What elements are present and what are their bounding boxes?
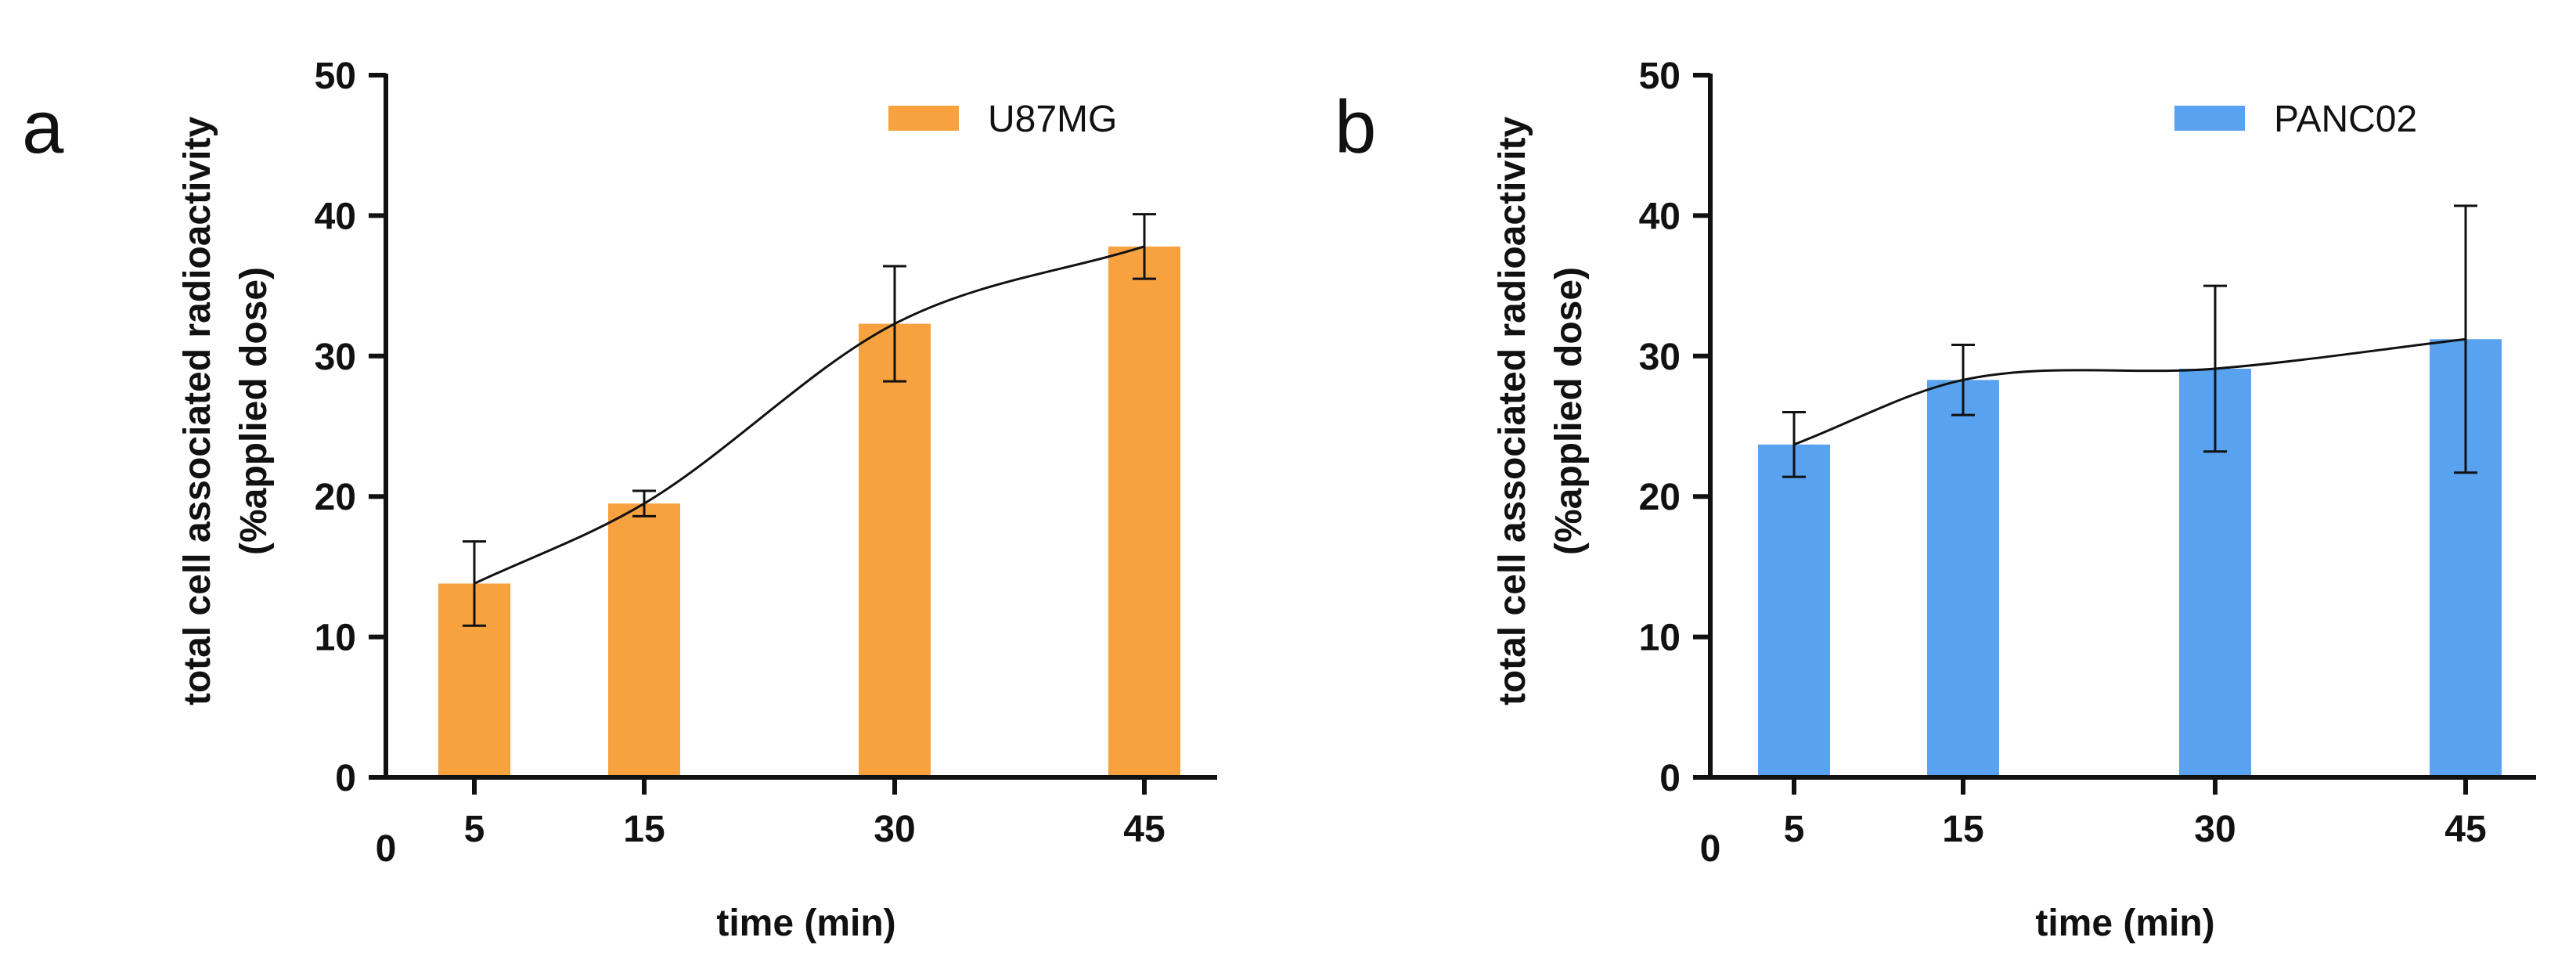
x-origin-label: 0 — [1700, 828, 1721, 870]
y-tick-label-10: 10 — [315, 618, 356, 659]
y-tick-label-0: 0 — [1659, 758, 1681, 799]
panel-a: a total cell associated radioactivity (%… — [22, 56, 1217, 944]
y-tick-label-50: 50 — [315, 56, 356, 97]
y-tick-label-20: 20 — [315, 477, 356, 518]
panel-b: b total cell associated radioactivity (%… — [1335, 56, 2536, 944]
x-tick-label-15: 15 — [623, 809, 665, 850]
fit-curve — [474, 245, 1145, 585]
x-tick-label-5: 5 — [1784, 809, 1805, 850]
legend-a: U87MG — [888, 99, 1117, 140]
legend-swatch — [2174, 106, 2245, 131]
fit-curve — [1793, 337, 2466, 446]
x-axis-label: time (min) — [716, 903, 895, 944]
legend-swatch — [888, 106, 959, 131]
bar-15 — [608, 503, 680, 777]
x-axis-label: time (min) — [2035, 903, 2214, 944]
y-tick-label-10: 10 — [1639, 618, 1681, 659]
y-axis-label-b: total cell associated radioactivity (%ap… — [1492, 117, 1590, 706]
y-tick-label-30: 30 — [1639, 337, 1681, 378]
bar-15 — [1927, 380, 1999, 777]
x-tick-label-15: 15 — [1942, 809, 1983, 850]
panel-letter-b: b — [1335, 85, 1376, 169]
bar-5 — [1758, 444, 1830, 777]
x-tick-label-30: 30 — [2194, 809, 2236, 850]
x-tick-label-5: 5 — [464, 809, 485, 850]
legend-label: PANC02 — [2274, 99, 2417, 140]
x-origin-label: 0 — [376, 828, 397, 870]
x-tick-label-45: 45 — [1123, 809, 1165, 850]
y-axis-label-line1: total cell associated radioactivity — [177, 117, 218, 706]
y-tick-label-50: 50 — [1639, 56, 1681, 97]
y-axis-label-line2: (%applied dose) — [1548, 267, 1590, 555]
y-tick-label-0: 0 — [335, 758, 356, 799]
panel-letter-a: a — [22, 85, 64, 169]
x-tick-label-30: 30 — [874, 809, 915, 850]
error-bar-45 — [1133, 213, 1156, 280]
y-tick-label-20: 20 — [1639, 477, 1681, 518]
bar-45 — [1108, 246, 1180, 777]
legend-label: U87MG — [988, 99, 1117, 140]
y-axis-label-line2: (%applied dose) — [233, 267, 275, 555]
y-axis-label-a: total cell associated radioactivity (%ap… — [177, 117, 275, 706]
y-tick-label-30: 30 — [315, 337, 356, 378]
y-tick-label-40: 40 — [315, 196, 356, 237]
legend-b: PANC02 — [2174, 99, 2417, 140]
bar-30 — [859, 323, 931, 778]
y-tick-label-40: 40 — [1639, 196, 1681, 237]
x-tick-label-45: 45 — [2444, 809, 2486, 850]
y-axis-label-line1: total cell associated radioactivity — [1492, 117, 1533, 706]
